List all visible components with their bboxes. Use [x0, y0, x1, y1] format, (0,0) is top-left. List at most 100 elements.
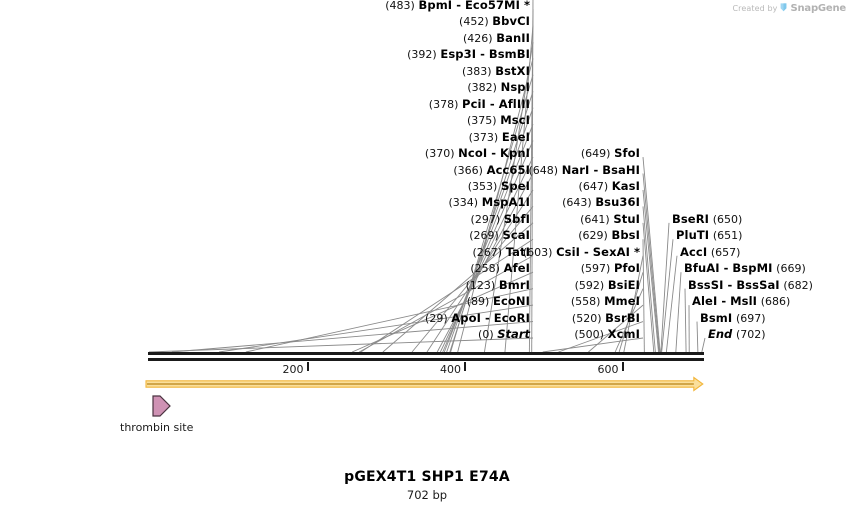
thrombin-site-arrow-icon[interactable] [152, 395, 171, 417]
enzyme-position: (375) [466, 114, 497, 128]
restriction-site-label[interactable]: (297) SbfI [471, 213, 530, 226]
restriction-site-label[interactable]: (483) BpmI - Eco57MI * [385, 0, 530, 12]
enzyme-position: (657) [710, 245, 741, 259]
restriction-site-label[interactable]: AccI (657) [680, 246, 740, 259]
restriction-site-label[interactable]: (641) StuI [580, 213, 640, 226]
restriction-site-label[interactable]: (500) XcmI [574, 328, 640, 341]
restriction-site-label[interactable]: (258) AfeI [470, 262, 530, 275]
enzyme-position: (258) [470, 262, 500, 276]
enzyme-name: Eco57MI [464, 0, 520, 12]
enzyme-name: SfoI [614, 146, 640, 161]
restriction-site-label[interactable]: (647) KasI [579, 180, 640, 193]
enzyme-name: BstXI [495, 63, 530, 78]
enzyme-position: (603) [522, 245, 553, 259]
enzyme-name: AleI [692, 294, 718, 309]
restriction-site-label[interactable]: (643) Bsu36I [562, 196, 640, 209]
restriction-site-label[interactable]: (629) BbsI [578, 229, 640, 242]
enzyme-position: (520) [571, 311, 602, 325]
enzyme-name: Esp3I [440, 47, 477, 62]
restriction-site-label[interactable]: (334) MspA1I [448, 196, 530, 209]
enzyme-position: (643) [562, 196, 592, 210]
restriction-site-label[interactable]: (267) TatI [472, 246, 530, 259]
enzyme-name: NspI [500, 80, 530, 95]
enzyme-name: NarI [561, 162, 590, 177]
restriction-site-label[interactable]: (366) Acc65I [453, 164, 530, 177]
enzyme-name: BanII [496, 30, 530, 45]
restriction-site-label[interactable]: (378) PciI - AflIII [429, 98, 530, 111]
enzyme-position: (649) [580, 147, 611, 161]
restriction-site-label[interactable]: (382) NspI [467, 81, 530, 94]
enzyme-position: (267) [472, 245, 503, 259]
restriction-site-label[interactable]: AleI - MslI (686) [692, 295, 790, 308]
restriction-site-label[interactable]: (392) Esp3I - BsmBI [407, 48, 530, 61]
enzyme-name: BssSaI [736, 277, 780, 292]
enzyme-name: BpmI [418, 0, 453, 12]
label-separator: - [476, 47, 489, 62]
plasmid-size-label: 702 bp [406, 488, 448, 502]
enzyme-position: (378) [428, 97, 459, 111]
restriction-site-label[interactable]: (123) BmrI [466, 279, 530, 292]
restriction-site-label[interactable]: (520) BsrBI [572, 312, 640, 325]
restriction-site-label[interactable]: BssSI - BssSaI (682) [688, 279, 813, 292]
restriction-site-label[interactable]: BfuAI - BspMI (669) [684, 262, 806, 275]
enzyme-name: EcoNI [493, 294, 530, 309]
enzyme-position: (669) [776, 262, 806, 276]
restriction-site-label[interactable]: (452) BbvCI [459, 15, 530, 28]
enzyme-position: (647) [578, 179, 609, 193]
restriction-site-label[interactable]: (0) Start [478, 328, 530, 341]
restriction-site-label[interactable]: (370) NcoI - KpnI [425, 147, 530, 160]
enzyme-name: MspA1I [481, 195, 530, 210]
ruler-tick [464, 362, 466, 371]
label-separator: - [487, 146, 500, 161]
restriction-site-label[interactable]: (89) EcoNI [467, 295, 530, 308]
enzyme-position: (483) [385, 0, 415, 12]
restriction-site-label[interactable]: (603) CsiI - SexAI * [523, 246, 640, 259]
enzyme-position: (392) [407, 48, 437, 62]
enzyme-name: BsiEI [607, 277, 640, 292]
enzyme-position: (558) [570, 295, 601, 309]
ruler-tick-label: 600 [597, 363, 619, 376]
enzyme-position: (648) [528, 163, 559, 177]
enzyme-name: StuI [613, 211, 640, 226]
restriction-site-label[interactable]: (558) MmeI [571, 295, 640, 308]
enzyme-position: (686) [760, 295, 791, 309]
restriction-site-label[interactable]: (383) BstXI [462, 65, 530, 78]
restriction-site-label[interactable]: End (702) [708, 328, 766, 341]
enzyme-position: (651) [712, 229, 743, 243]
enzyme-name: EaeI [501, 129, 530, 144]
enzyme-name: PciI [462, 96, 486, 111]
enzyme-name: BfuAI [684, 261, 720, 276]
map-title-block: pGEX4T1 SHP1 E74A 702 bp [0, 469, 854, 502]
restriction-site-label[interactable]: (648) NarI - BsaHI [528, 164, 640, 177]
restriction-site-label[interactable]: BseRI (650) [672, 213, 742, 226]
star-activity-marker: * [519, 0, 530, 12]
label-separator: - [719, 261, 733, 276]
restriction-site-label[interactable]: (373) EaeI [469, 131, 530, 144]
restriction-site-label[interactable]: (353) SpeI [468, 180, 530, 193]
enzyme-name: BssSI [688, 277, 724, 292]
enzyme-name: SexAI [592, 244, 630, 259]
enzyme-name: PluTI [676, 228, 710, 243]
enzyme-name: ApoI [451, 310, 481, 325]
label-separator: - [717, 294, 731, 309]
restriction-site-label[interactable]: (592) BsiEI [575, 279, 640, 292]
watermark-brand: SnapGene [790, 3, 846, 14]
enzyme-name: SbfI [503, 211, 530, 226]
restriction-site-label[interactable]: (29) ApoI - EcoRI [425, 312, 530, 325]
enzyme-position: (650) [712, 212, 743, 226]
restriction-site-label[interactable]: (375) MscI [467, 114, 530, 127]
restriction-site-label[interactable]: (426) BanII [463, 32, 530, 45]
restriction-site-label[interactable]: BsmI (697) [700, 312, 766, 325]
page-title: pGEX4T1 SHP1 E74A [344, 469, 510, 485]
enzyme-name: BspMI [732, 261, 773, 276]
enzyme-name: BsaHI [602, 162, 640, 177]
restriction-site-label[interactable]: (269) ScaI [469, 229, 530, 242]
restriction-site-label[interactable]: PluTI (651) [676, 229, 742, 242]
enzyme-name: AflIII [498, 96, 530, 111]
restriction-site-label[interactable]: (649) SfoI [581, 147, 640, 160]
enzyme-position: (269) [469, 229, 499, 243]
enzyme-position: (370) [424, 147, 455, 161]
restriction-site-label[interactable]: (597) PfoI [581, 262, 640, 275]
